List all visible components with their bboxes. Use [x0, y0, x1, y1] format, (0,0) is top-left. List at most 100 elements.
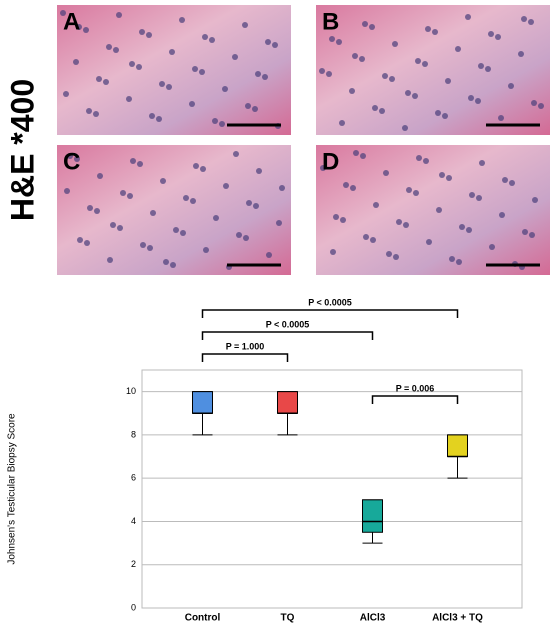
nucleus	[475, 98, 481, 104]
nucleus	[67, 153, 73, 159]
nucleus	[83, 27, 89, 33]
nucleus	[209, 37, 215, 43]
micrograph	[316, 145, 550, 275]
nucleus	[518, 51, 524, 57]
nucleus	[159, 81, 165, 87]
nucleus	[370, 237, 376, 243]
nucleus	[136, 64, 142, 70]
nucleus	[170, 262, 176, 268]
nucleus	[405, 90, 411, 96]
nucleus	[156, 116, 162, 122]
nucleus	[146, 32, 152, 38]
nucleus	[531, 100, 537, 106]
nucleus	[406, 187, 412, 193]
nucleus	[372, 105, 378, 111]
nucleus	[126, 96, 132, 102]
nucleus	[436, 207, 442, 213]
nucleus	[74, 156, 80, 162]
nucleus	[223, 183, 229, 189]
nucleus	[272, 42, 278, 48]
nucleus	[189, 101, 195, 107]
nucleus	[183, 195, 189, 201]
nucleus	[393, 254, 399, 260]
panel-label: B	[322, 8, 339, 35]
nucleus	[76, 24, 82, 30]
x-tick-label: AlCl3 + TQ	[432, 613, 483, 624]
nucleus	[522, 229, 528, 235]
nucleus	[87, 205, 93, 211]
significance-bracket	[371, 395, 459, 404]
nucleus	[468, 95, 474, 101]
nucleus	[479, 160, 485, 166]
nucleus	[84, 240, 90, 246]
nucleus	[403, 222, 409, 228]
nucleus	[242, 22, 248, 28]
nucleus	[320, 165, 326, 171]
nucleus	[330, 249, 336, 255]
nucleus	[93, 111, 99, 117]
nucleus	[476, 195, 482, 201]
nucleus	[265, 39, 271, 45]
panels: A B C D	[57, 5, 550, 275]
nucleus	[423, 158, 429, 164]
nucleus	[137, 161, 143, 167]
nucleus	[413, 190, 419, 196]
box	[192, 391, 213, 414]
stain-label: H&E *400	[4, 79, 40, 221]
nucleus	[359, 56, 365, 62]
nucleus	[103, 79, 109, 85]
micrograph	[316, 5, 550, 135]
p-value: P = 1.000	[226, 341, 265, 351]
nucleus	[86, 108, 92, 114]
nucleus	[445, 78, 451, 84]
nucleus	[455, 46, 461, 52]
nucleus	[276, 220, 282, 226]
nucleus	[363, 234, 369, 240]
nucleus	[339, 120, 345, 126]
panel-label: D	[322, 148, 339, 175]
nucleus	[117, 225, 123, 231]
nucleus	[396, 219, 402, 225]
nucleus	[253, 203, 259, 209]
nucleus	[528, 19, 534, 25]
nucleus	[246, 200, 252, 206]
nucleus	[466, 227, 472, 233]
nucleus	[340, 217, 346, 223]
nucleus	[352, 53, 358, 59]
nucleus	[252, 106, 258, 112]
nucleus	[402, 125, 408, 131]
x-tick-label: Control	[185, 613, 221, 624]
nucleus	[360, 153, 366, 159]
nucleus	[96, 76, 102, 82]
nucleus	[192, 66, 198, 72]
nucleus	[442, 113, 448, 119]
nucleus	[446, 175, 452, 181]
nucleus	[116, 12, 122, 18]
nucleus	[129, 61, 135, 67]
nucleus	[343, 182, 349, 188]
significance-bracket	[201, 353, 289, 362]
significance-bracket	[201, 331, 374, 340]
p-value: P < 0.0005	[308, 297, 352, 307]
nucleus	[425, 26, 431, 32]
nucleus	[386, 251, 392, 257]
nucleus	[422, 61, 428, 67]
nucleus	[538, 103, 544, 109]
nucleus	[107, 257, 113, 263]
nucleus	[412, 93, 418, 99]
nucleus	[203, 247, 209, 253]
y-tick-label: 6	[131, 473, 136, 483]
nucleus	[478, 63, 484, 69]
nucleus	[469, 192, 475, 198]
nucleus	[456, 259, 462, 265]
nucleus	[383, 170, 389, 176]
nucleus	[233, 151, 239, 157]
nucleus	[532, 197, 538, 203]
p-value: P < 0.0005	[266, 319, 310, 329]
nucleus	[392, 41, 398, 47]
nucleus	[435, 110, 441, 116]
nucleus	[60, 10, 66, 16]
nucleus	[509, 180, 515, 186]
nucleus	[94, 208, 100, 214]
